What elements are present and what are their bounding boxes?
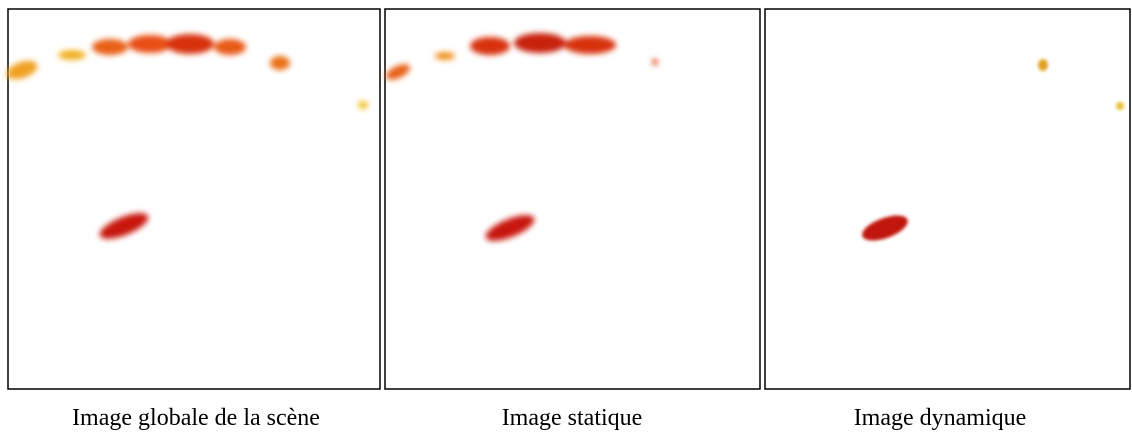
panel-global xyxy=(6,8,381,390)
caption: Image statique xyxy=(502,405,643,431)
panel-frame xyxy=(7,8,381,390)
panel-dynamic xyxy=(764,8,1131,390)
caption: Image globale de la scène xyxy=(72,405,320,431)
heat-blobs xyxy=(385,33,658,241)
heat-blobs xyxy=(6,34,368,239)
panel-frame xyxy=(764,8,1131,390)
panel-frame xyxy=(384,8,761,390)
caption: Image dynamique xyxy=(854,405,1027,431)
heat-blobs xyxy=(862,59,1124,241)
panel-static xyxy=(384,8,761,390)
